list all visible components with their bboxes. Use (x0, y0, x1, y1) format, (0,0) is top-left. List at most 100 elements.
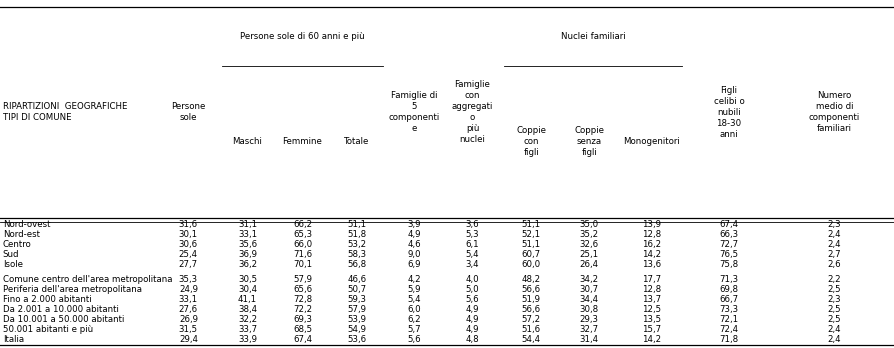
Text: 30,6: 30,6 (179, 240, 198, 249)
Text: Figli
celibi o
nubili
18-30
anni: Figli celibi o nubili 18-30 anni (713, 86, 744, 139)
Text: Persone
sole: Persone sole (171, 102, 206, 122)
Text: 2,5: 2,5 (827, 305, 840, 314)
Text: Coppie
con
figli: Coppie con figli (516, 126, 545, 157)
Text: 25,1: 25,1 (579, 250, 598, 259)
Text: 5,4: 5,4 (407, 295, 421, 304)
Text: Maschi: Maschi (232, 137, 262, 146)
Text: 17,7: 17,7 (641, 275, 660, 284)
Text: 41,1: 41,1 (238, 295, 257, 304)
Text: 72,7: 72,7 (719, 240, 738, 249)
Text: Coppie
senza
figli: Coppie senza figli (574, 126, 603, 157)
Text: 30,5: 30,5 (238, 275, 257, 284)
Text: 9,0: 9,0 (407, 250, 421, 259)
Text: 71,6: 71,6 (292, 250, 312, 259)
Text: 73,3: 73,3 (719, 305, 738, 314)
Text: Italia: Italia (3, 335, 24, 344)
Text: 6,0: 6,0 (407, 305, 421, 314)
Text: Fino a 2.000 abitanti: Fino a 2.000 abitanti (3, 295, 91, 304)
Text: 57,2: 57,2 (521, 315, 540, 324)
Text: 2,4: 2,4 (827, 240, 840, 249)
Text: 51,1: 51,1 (347, 220, 367, 229)
Text: 69,3: 69,3 (292, 315, 312, 324)
Text: 4,9: 4,9 (407, 230, 421, 239)
Text: 68,5: 68,5 (292, 325, 312, 334)
Text: Sud: Sud (3, 250, 19, 259)
Text: 35,6: 35,6 (238, 240, 257, 249)
Text: Famiglie di
5
componenti
e: Famiglie di 5 componenti e (388, 91, 440, 133)
Text: 2,6: 2,6 (827, 260, 840, 269)
Text: 66,3: 66,3 (719, 230, 738, 239)
Text: 32,7: 32,7 (579, 325, 598, 334)
Text: 2,3: 2,3 (827, 220, 840, 229)
Text: 4,0: 4,0 (465, 275, 479, 284)
Text: 30,7: 30,7 (579, 285, 598, 294)
Text: 5,4: 5,4 (465, 250, 479, 259)
Text: 24,9: 24,9 (179, 285, 198, 294)
Text: 3,6: 3,6 (465, 220, 479, 229)
Text: Isole: Isole (3, 260, 22, 269)
Text: 72,2: 72,2 (292, 305, 312, 314)
Text: 57,9: 57,9 (292, 275, 312, 284)
Text: 70,1: 70,1 (292, 260, 312, 269)
Text: 4,9: 4,9 (465, 315, 479, 324)
Text: 32,6: 32,6 (579, 240, 598, 249)
Text: 33,1: 33,1 (179, 295, 198, 304)
Text: 31,5: 31,5 (179, 325, 198, 334)
Text: 54,9: 54,9 (347, 325, 367, 334)
Text: 6,1: 6,1 (465, 240, 479, 249)
Text: 3,4: 3,4 (465, 260, 479, 269)
Text: 29,4: 29,4 (179, 335, 198, 344)
Text: 33,7: 33,7 (238, 325, 257, 334)
Text: 26,4: 26,4 (579, 260, 598, 269)
Text: Nord-ovest: Nord-ovest (3, 220, 50, 229)
Text: 2,5: 2,5 (827, 285, 840, 294)
Text: 5,7: 5,7 (407, 325, 421, 334)
Text: 72,8: 72,8 (292, 295, 312, 304)
Text: 36,2: 36,2 (238, 260, 257, 269)
Text: 51,6: 51,6 (521, 325, 540, 334)
Text: 2,3: 2,3 (827, 295, 840, 304)
Text: Persone sole di 60 anni e più: Persone sole di 60 anni e più (240, 32, 365, 41)
Text: 35,3: 35,3 (179, 275, 198, 284)
Text: Nord-est: Nord-est (3, 230, 39, 239)
Text: 34,4: 34,4 (579, 295, 598, 304)
Text: 53,9: 53,9 (347, 315, 367, 324)
Text: 31,1: 31,1 (238, 220, 257, 229)
Text: 13,9: 13,9 (641, 220, 660, 229)
Text: 58,3: 58,3 (347, 250, 367, 259)
Text: 5,6: 5,6 (465, 295, 479, 304)
Text: 71,8: 71,8 (719, 335, 738, 344)
Text: 35,0: 35,0 (579, 220, 598, 229)
Text: 52,1: 52,1 (521, 230, 540, 239)
Text: 4,8: 4,8 (465, 335, 479, 344)
Text: 4,6: 4,6 (407, 240, 421, 249)
Text: Numero
medio di
componenti
familiari: Numero medio di componenti familiari (808, 91, 859, 133)
Text: 66,0: 66,0 (292, 240, 312, 249)
Text: 34,2: 34,2 (579, 275, 598, 284)
Text: 15,7: 15,7 (641, 325, 660, 334)
Text: 67,4: 67,4 (292, 335, 312, 344)
Text: 27,6: 27,6 (179, 305, 198, 314)
Text: 35,2: 35,2 (579, 230, 598, 239)
Text: 32,2: 32,2 (238, 315, 257, 324)
Text: 6,9: 6,9 (407, 260, 421, 269)
Text: Da 2.001 a 10.000 abitanti: Da 2.001 a 10.000 abitanti (3, 305, 118, 314)
Text: 59,3: 59,3 (347, 295, 367, 304)
Text: RIPARTIZIONI  GEOGRAFICHE
TIPI DI COMUNE: RIPARTIZIONI GEOGRAFICHE TIPI DI COMUNE (3, 102, 127, 122)
Text: 36,9: 36,9 (238, 250, 257, 259)
Text: 53,2: 53,2 (347, 240, 367, 249)
Text: 2,7: 2,7 (827, 250, 840, 259)
Text: Totale: Totale (344, 137, 369, 146)
Text: 3,9: 3,9 (407, 220, 421, 229)
Text: 57,9: 57,9 (347, 305, 367, 314)
Text: 67,4: 67,4 (719, 220, 738, 229)
Text: 66,2: 66,2 (292, 220, 312, 229)
Text: 5,6: 5,6 (407, 335, 421, 344)
Text: Monogenitori: Monogenitori (622, 137, 679, 146)
Text: 46,6: 46,6 (347, 275, 367, 284)
Text: 4,9: 4,9 (465, 305, 479, 314)
Text: Centro: Centro (3, 240, 31, 249)
Text: Periferia dell'area metropolitana: Periferia dell'area metropolitana (3, 285, 141, 294)
Text: 65,6: 65,6 (292, 285, 312, 294)
Text: 14,2: 14,2 (641, 335, 660, 344)
